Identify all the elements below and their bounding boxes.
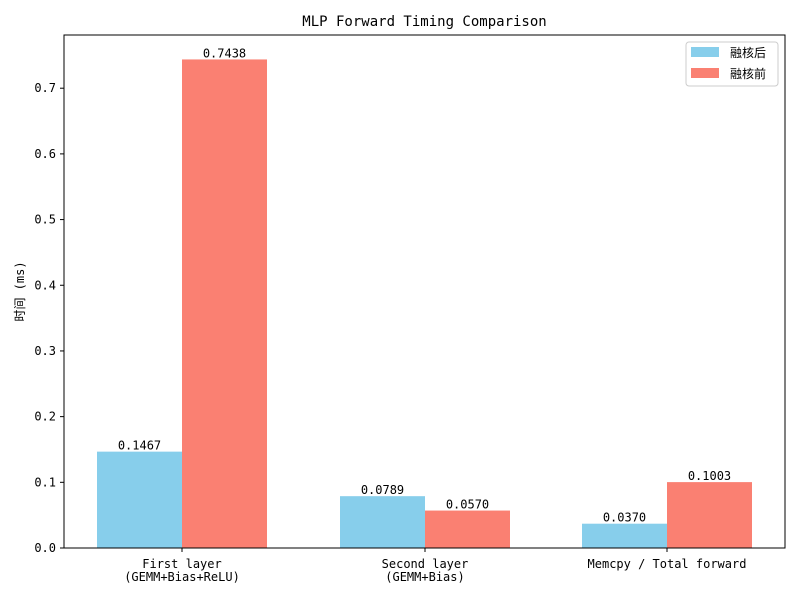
bars-layer (97, 59, 752, 549)
x-tick-label: (GEMM+Bias+ReLU) (124, 570, 240, 584)
bar-before-1 (425, 510, 510, 548)
y-tick-label: 0.1 (34, 475, 56, 489)
data-label: 0.7438 (203, 46, 246, 60)
y-tick-label: 0.5 (34, 213, 56, 227)
chart-title: MLP Forward Timing Comparison (302, 14, 546, 30)
bar-before-0 (182, 59, 267, 549)
y-axis-ticks: 0.0 0.1 0.2 0.3 0.4 0.5 0.6 0.7 (34, 81, 64, 555)
x-tick-label: First layer (142, 557, 221, 571)
y-tick-label: 0.2 (34, 410, 56, 424)
y-tick-label: 0.3 (34, 344, 56, 358)
bar-after-1 (340, 496, 425, 548)
legend-swatch (691, 68, 719, 78)
y-tick-label: 0.6 (34, 147, 56, 161)
plot-frame (63, 34, 786, 549)
data-label: 0.0789 (361, 483, 404, 497)
x-tick-label: Memcpy / Total forward (588, 557, 747, 571)
bar-before-2 (667, 482, 752, 548)
legend-label: 融核前 (730, 66, 766, 81)
x-axis-ticks: First layer(GEMM+Bias+ReLU) Second layer(… (124, 548, 746, 584)
bar-after-2 (582, 523, 667, 548)
x-tick-label: Second layer (382, 557, 469, 571)
y-axis-label: 时间 (ms) (13, 261, 27, 321)
data-label: 0.0370 (603, 511, 646, 525)
x-tick-label: (GEMM+Bias) (385, 570, 464, 584)
data-label: 0.1003 (688, 469, 731, 483)
data-label: 0.1467 (118, 439, 161, 453)
y-tick-label: 0.0 (34, 541, 56, 555)
y-tick-label: 0.4 (34, 278, 56, 292)
legend-label: 融核后 (730, 46, 766, 60)
legend-swatch (691, 47, 719, 57)
data-label: 0.0570 (446, 498, 489, 512)
data-labels: 0.1467 0.0789 0.0370 0.7438 0.0570 0.1003 (118, 46, 731, 524)
bar-after-0 (97, 451, 182, 548)
y-tick-label: 0.7 (34, 81, 56, 95)
